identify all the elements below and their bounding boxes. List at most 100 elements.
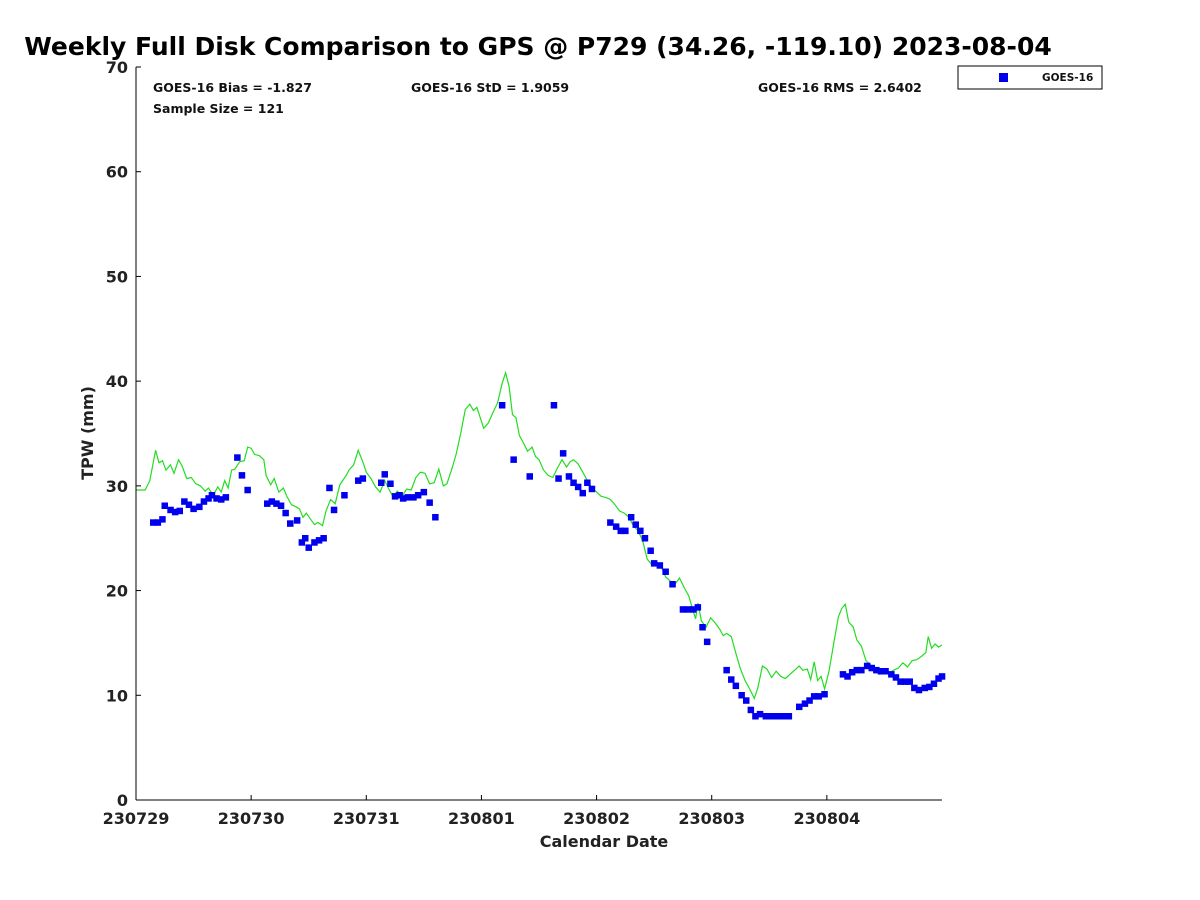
goes16-data-point — [302, 535, 309, 542]
y-tick-label: 40 — [106, 372, 128, 391]
goes16-data-point — [298, 539, 306, 546]
goes16-data-point — [921, 684, 928, 692]
goes16-data-point — [570, 479, 577, 486]
goes16-data-point — [559, 450, 567, 457]
goes16-data-point — [185, 501, 193, 508]
x-tick-label: 230804 — [793, 809, 860, 828]
goes16-data-point — [892, 674, 900, 681]
goes16-data-point — [743, 697, 750, 704]
legend-label-goes16: GOES-16 — [1042, 72, 1093, 84]
goes16-data-point — [897, 678, 904, 685]
goes16-data-point — [656, 562, 664, 569]
std-stat: GOES-16 StD = 1.9059 — [411, 80, 569, 95]
goes16-data-point — [662, 568, 669, 575]
goes16-data-point — [420, 488, 428, 496]
bias-stat: GOES-16 Bias = -1.827 — [153, 80, 312, 95]
y-tick-label: 10 — [106, 686, 128, 705]
goes16-data-point — [627, 514, 635, 521]
goes16-data-point — [622, 527, 629, 535]
goes16-data-point — [844, 673, 851, 680]
goes16-data-point — [785, 713, 793, 720]
goes16-data-point — [277, 502, 285, 509]
goes16-data-point — [873, 666, 880, 674]
goes16-data-point — [305, 544, 312, 551]
goes16-data-point — [723, 666, 730, 674]
goes16-data-point — [588, 485, 596, 493]
legend: GOES-16 — [957, 65, 1103, 90]
goes16-data-point — [510, 456, 517, 463]
goes16-data-point — [555, 475, 562, 482]
goes16-data-point — [679, 606, 687, 613]
goes16-data-point — [161, 502, 168, 509]
goes16-data-point — [699, 624, 706, 631]
goes16-data-point — [218, 496, 225, 503]
goes16-data-point — [853, 666, 860, 674]
y-tick-label: 70 — [106, 58, 128, 77]
chart-title: Weekly Full Disk Comparison to GPS @ P72… — [24, 32, 1051, 61]
goes16-data-point — [574, 483, 582, 491]
goes16-data-point — [848, 669, 856, 676]
goes16-data-point — [293, 517, 301, 524]
legend-box — [957, 65, 1103, 90]
goes16-data-point — [176, 507, 183, 515]
goes16-data-point — [796, 703, 803, 711]
goes16-data-point — [906, 678, 913, 685]
goes16-data-point — [732, 682, 740, 690]
goes16-data-point — [426, 499, 433, 506]
goes16-data-point — [930, 680, 938, 687]
goes16-data-point — [399, 495, 407, 502]
goes16-data-point — [607, 519, 614, 526]
plot-frame-fill — [136, 67, 942, 800]
goes16-data-point — [767, 713, 774, 720]
goes16-data-point — [806, 697, 813, 704]
goes16-data-point — [762, 713, 770, 720]
goes16-data-point — [234, 454, 241, 461]
goes16-data-point — [526, 473, 533, 480]
goes16-data-point — [694, 604, 702, 611]
goes16-data-point — [684, 606, 691, 613]
goes16-data-point — [287, 520, 294, 527]
y-tick-label: 20 — [106, 582, 128, 601]
goes16-data-point — [888, 671, 895, 678]
goes16-data-point — [612, 523, 620, 530]
goes16-data-point — [326, 484, 333, 492]
goes16-data-point — [669, 581, 676, 588]
goes16-data-point — [617, 527, 624, 535]
y-axis-ticks: 0 10 20 30 40 50 60 70 — [106, 58, 141, 810]
goes16-data-point — [282, 509, 289, 517]
goes16-data-point — [171, 508, 179, 516]
goes16-data-point — [915, 686, 923, 694]
goes16-data-point — [320, 535, 327, 542]
goes16-data-point — [728, 676, 735, 683]
goes16-data-point — [815, 693, 822, 700]
goes16-data-point — [396, 492, 403, 499]
goes16-data-point — [154, 519, 162, 526]
goes16-data-point — [647, 547, 654, 554]
goes16-data-point — [498, 402, 506, 409]
rms-stat: GOES-16 RMS = 2.6402 — [758, 80, 922, 95]
legend-marker-square — [999, 73, 1008, 82]
goes16-data-point — [190, 505, 197, 513]
goes16-data-point — [355, 477, 362, 484]
goes16-data-point — [935, 675, 942, 682]
goes16-data-point — [159, 516, 166, 523]
goes16-data-point — [901, 678, 909, 685]
goes16-data-point — [868, 664, 875, 672]
reference-line — [136, 370, 943, 700]
goes16-data-point — [584, 479, 591, 486]
goes16-data-point — [565, 473, 573, 480]
x-tick-label: 230801 — [448, 809, 515, 828]
sample-size-stat: Sample Size = 121 — [153, 101, 284, 116]
goes16-data-point — [222, 494, 230, 501]
goes16-data-point — [391, 493, 399, 500]
goes16-data-point — [771, 713, 779, 720]
goes16-data-point — [404, 494, 411, 501]
x-tick-label: 230802 — [563, 809, 630, 828]
goes16-data-point — [200, 498, 208, 505]
goes16-data-point — [414, 492, 422, 499]
goes16-data-point — [330, 506, 338, 514]
goes16-data-point — [315, 537, 323, 544]
goes16-data-point — [877, 668, 885, 675]
reference-line-layer — [136, 370, 943, 700]
goes16-data-point — [341, 492, 348, 499]
